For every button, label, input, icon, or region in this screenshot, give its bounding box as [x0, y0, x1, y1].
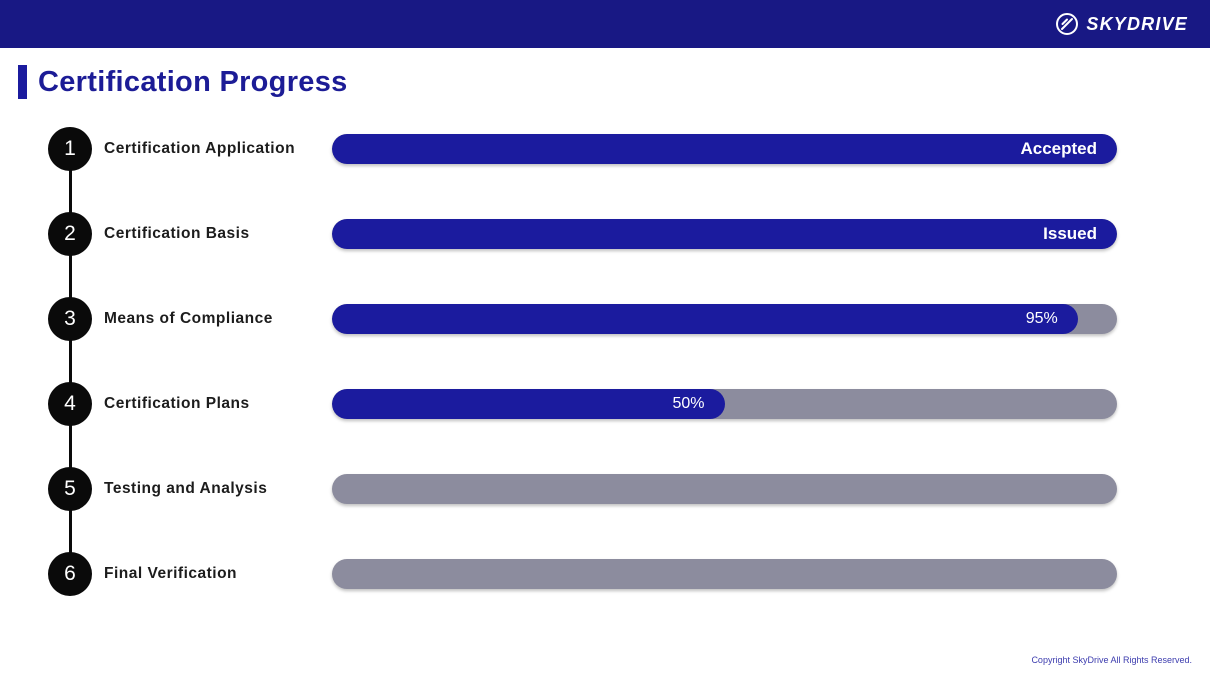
step-number: 6	[64, 561, 76, 585]
top-header-bar: SKYDRIVE	[0, 0, 1210, 48]
certification-steps: 1 Certification Application Accepted 2 C…	[48, 106, 1117, 616]
page-title: Certification Progress	[38, 65, 348, 98]
step-label: Certification Plans	[104, 394, 250, 412]
step-number: 2	[64, 221, 76, 245]
skydrive-logo-icon	[1055, 12, 1079, 36]
step-label: Means of Compliance	[104, 309, 273, 327]
progress-status: Accepted	[1020, 138, 1097, 158]
progress-track: 95%	[332, 303, 1117, 334]
step-label: Testing and Analysis	[104, 479, 268, 497]
progress-track: Issued	[332, 218, 1117, 249]
step-row: 2 Certification Basis Issued	[48, 191, 1117, 276]
progress-status: 50%	[672, 394, 705, 412]
step-number: 3	[64, 306, 76, 330]
progress-fill: Issued	[332, 218, 1117, 249]
progress-track	[332, 558, 1117, 589]
step-number: 1	[64, 136, 76, 160]
step-row: 3 Means of Compliance 95%	[48, 276, 1117, 361]
step-label: Final Verification	[104, 564, 238, 582]
progress-track	[332, 473, 1117, 504]
title-accent-bar	[18, 65, 27, 99]
page-title-row: Certification Progress	[18, 62, 1210, 102]
step-number-circle: 6	[48, 551, 92, 596]
step-label: Certification Application	[104, 139, 296, 157]
step-number: 5	[64, 476, 76, 500]
timeline-connector-line	[68, 148, 72, 574]
brand-name: SKYDRIVE	[1086, 13, 1188, 34]
step-number-circle: 5	[48, 466, 92, 511]
copyright-text: Copyright SkyDrive All Rights Reserved.	[1031, 655, 1192, 665]
progress-track: Accepted	[332, 133, 1117, 164]
step-number-circle: 2	[48, 211, 92, 256]
step-row: 1 Certification Application Accepted	[48, 106, 1117, 191]
step-number-circle: 4	[48, 381, 92, 426]
progress-status: Issued	[1043, 223, 1097, 243]
step-number-circle: 3	[48, 296, 92, 341]
step-label: Certification Basis	[104, 224, 250, 242]
progress-fill: Accepted	[332, 133, 1117, 164]
step-row: 4 Certification Plans 50%	[48, 361, 1117, 446]
step-number: 4	[64, 391, 76, 415]
progress-status: 95%	[1025, 309, 1058, 327]
progress-track: 50%	[332, 388, 1117, 419]
step-row: 6 Final Verification	[48, 531, 1117, 616]
progress-fill: 50%	[332, 388, 725, 419]
brand-logo: SKYDRIVE	[1055, 12, 1188, 36]
progress-fill: 95%	[332, 303, 1078, 334]
step-number-circle: 1	[48, 126, 92, 171]
step-row: 5 Testing and Analysis	[48, 446, 1117, 531]
